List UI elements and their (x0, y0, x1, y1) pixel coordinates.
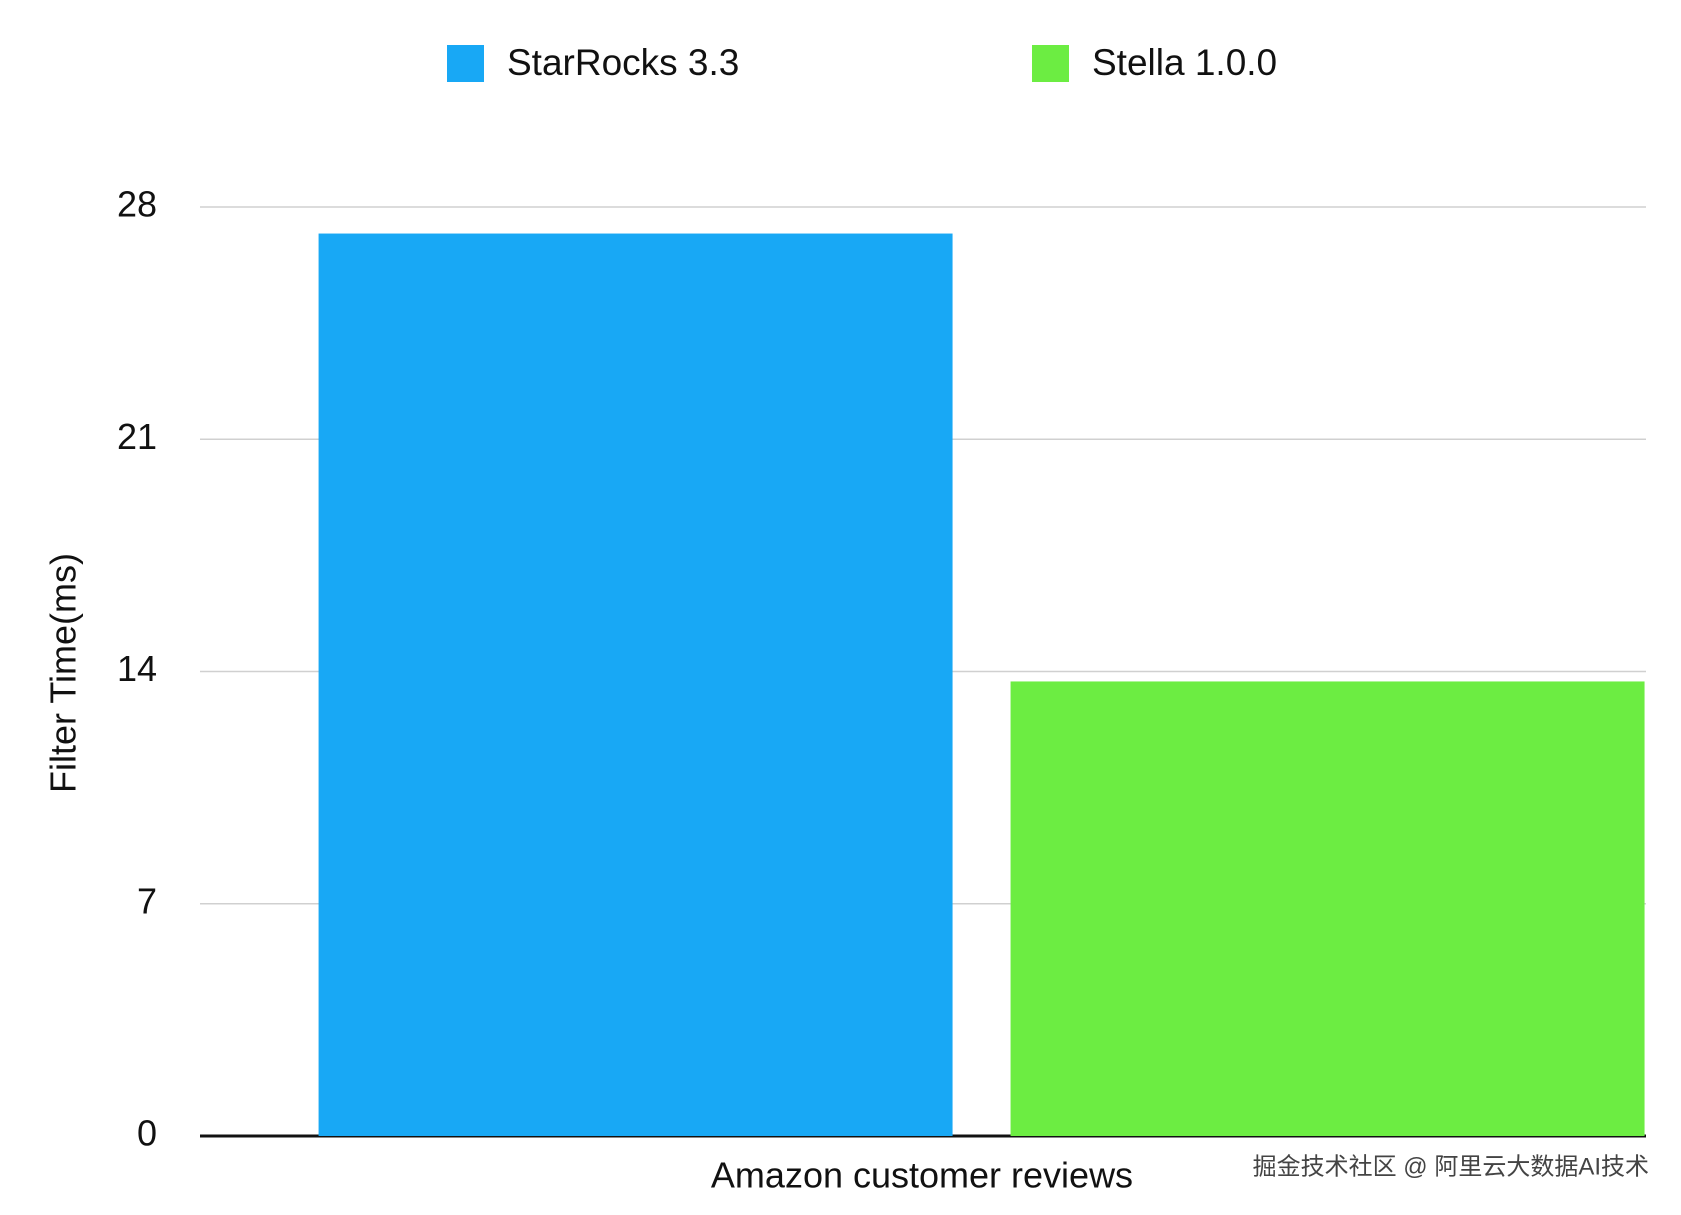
y-tick-label: 21 (117, 416, 157, 457)
bar (318, 233, 953, 1137)
y-tick-label: 7 (137, 880, 157, 921)
x-tick-label: Amazon customer reviews (711, 1155, 1133, 1196)
y-tick-label: 14 (117, 648, 157, 689)
legend-swatch (1032, 45, 1069, 82)
y-tick-label: 28 (117, 184, 157, 225)
watermark: 掘金技术社区 @ 阿里云大数据AI技术 (1253, 1153, 1649, 1180)
legend-label: Stella 1.0.0 (1092, 42, 1277, 83)
y-axis-label: Filter Time(ms) (43, 553, 84, 793)
legend-swatch (447, 45, 484, 82)
legend-label: StarRocks 3.3 (507, 42, 739, 83)
y-tick-label: 0 (137, 1113, 157, 1154)
bar (1010, 681, 1645, 1136)
